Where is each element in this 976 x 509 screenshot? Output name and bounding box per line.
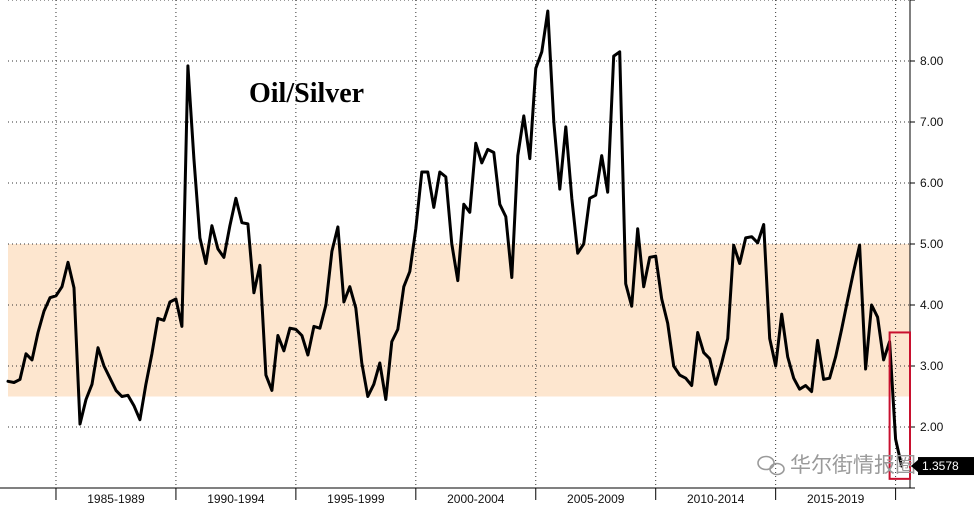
oil-silver-ratio-line [6,9,904,468]
x-tick-label: 2005-2009 [567,492,625,506]
x-tick-label: 2015-2019 [807,492,865,506]
x-axis-tick-labels: 1985-1989 1990-1994 1995-1999 2000-2004 2005… [55,488,897,506]
watermark-text: 华尔街情报圈 [790,453,916,477]
recent-drop-highlight-box [888,331,912,480]
watermark: 华尔街情报圈 [757,453,916,477]
y-tick-label: 3.00 [920,359,944,373]
y-tick-label: 8.00 [920,54,944,68]
y-tick-label: 7.00 [920,115,944,129]
chart-title: Oil/Silver [249,78,364,109]
y-tick-label: 4.00 [920,298,944,312]
y-tick-label: 6.00 [920,176,944,190]
wechat-icon [757,455,785,476]
last-value-background [918,457,974,476]
x-tick-label: 1990-1994 [207,492,265,506]
x-tick-label: 1985-1989 [87,492,145,506]
last-value-label: 1.3578 [922,459,959,473]
y-tick-label: 2.00 [920,420,944,434]
y-axis-ticks: 2.00 3.00 4.00 5.00 6.00 7.00 8.00 [910,0,944,489]
x-tick-label: 2010-2014 [687,492,745,506]
x-gridlines [55,0,897,488]
x-tick-label: 1995-1999 [327,492,385,506]
y-tick-label: 5.00 [920,237,944,251]
last-value-tag: 1.3578 [911,457,974,476]
x-tick-label: 2000-2004 [447,492,505,506]
last-value-pointer [911,459,919,474]
